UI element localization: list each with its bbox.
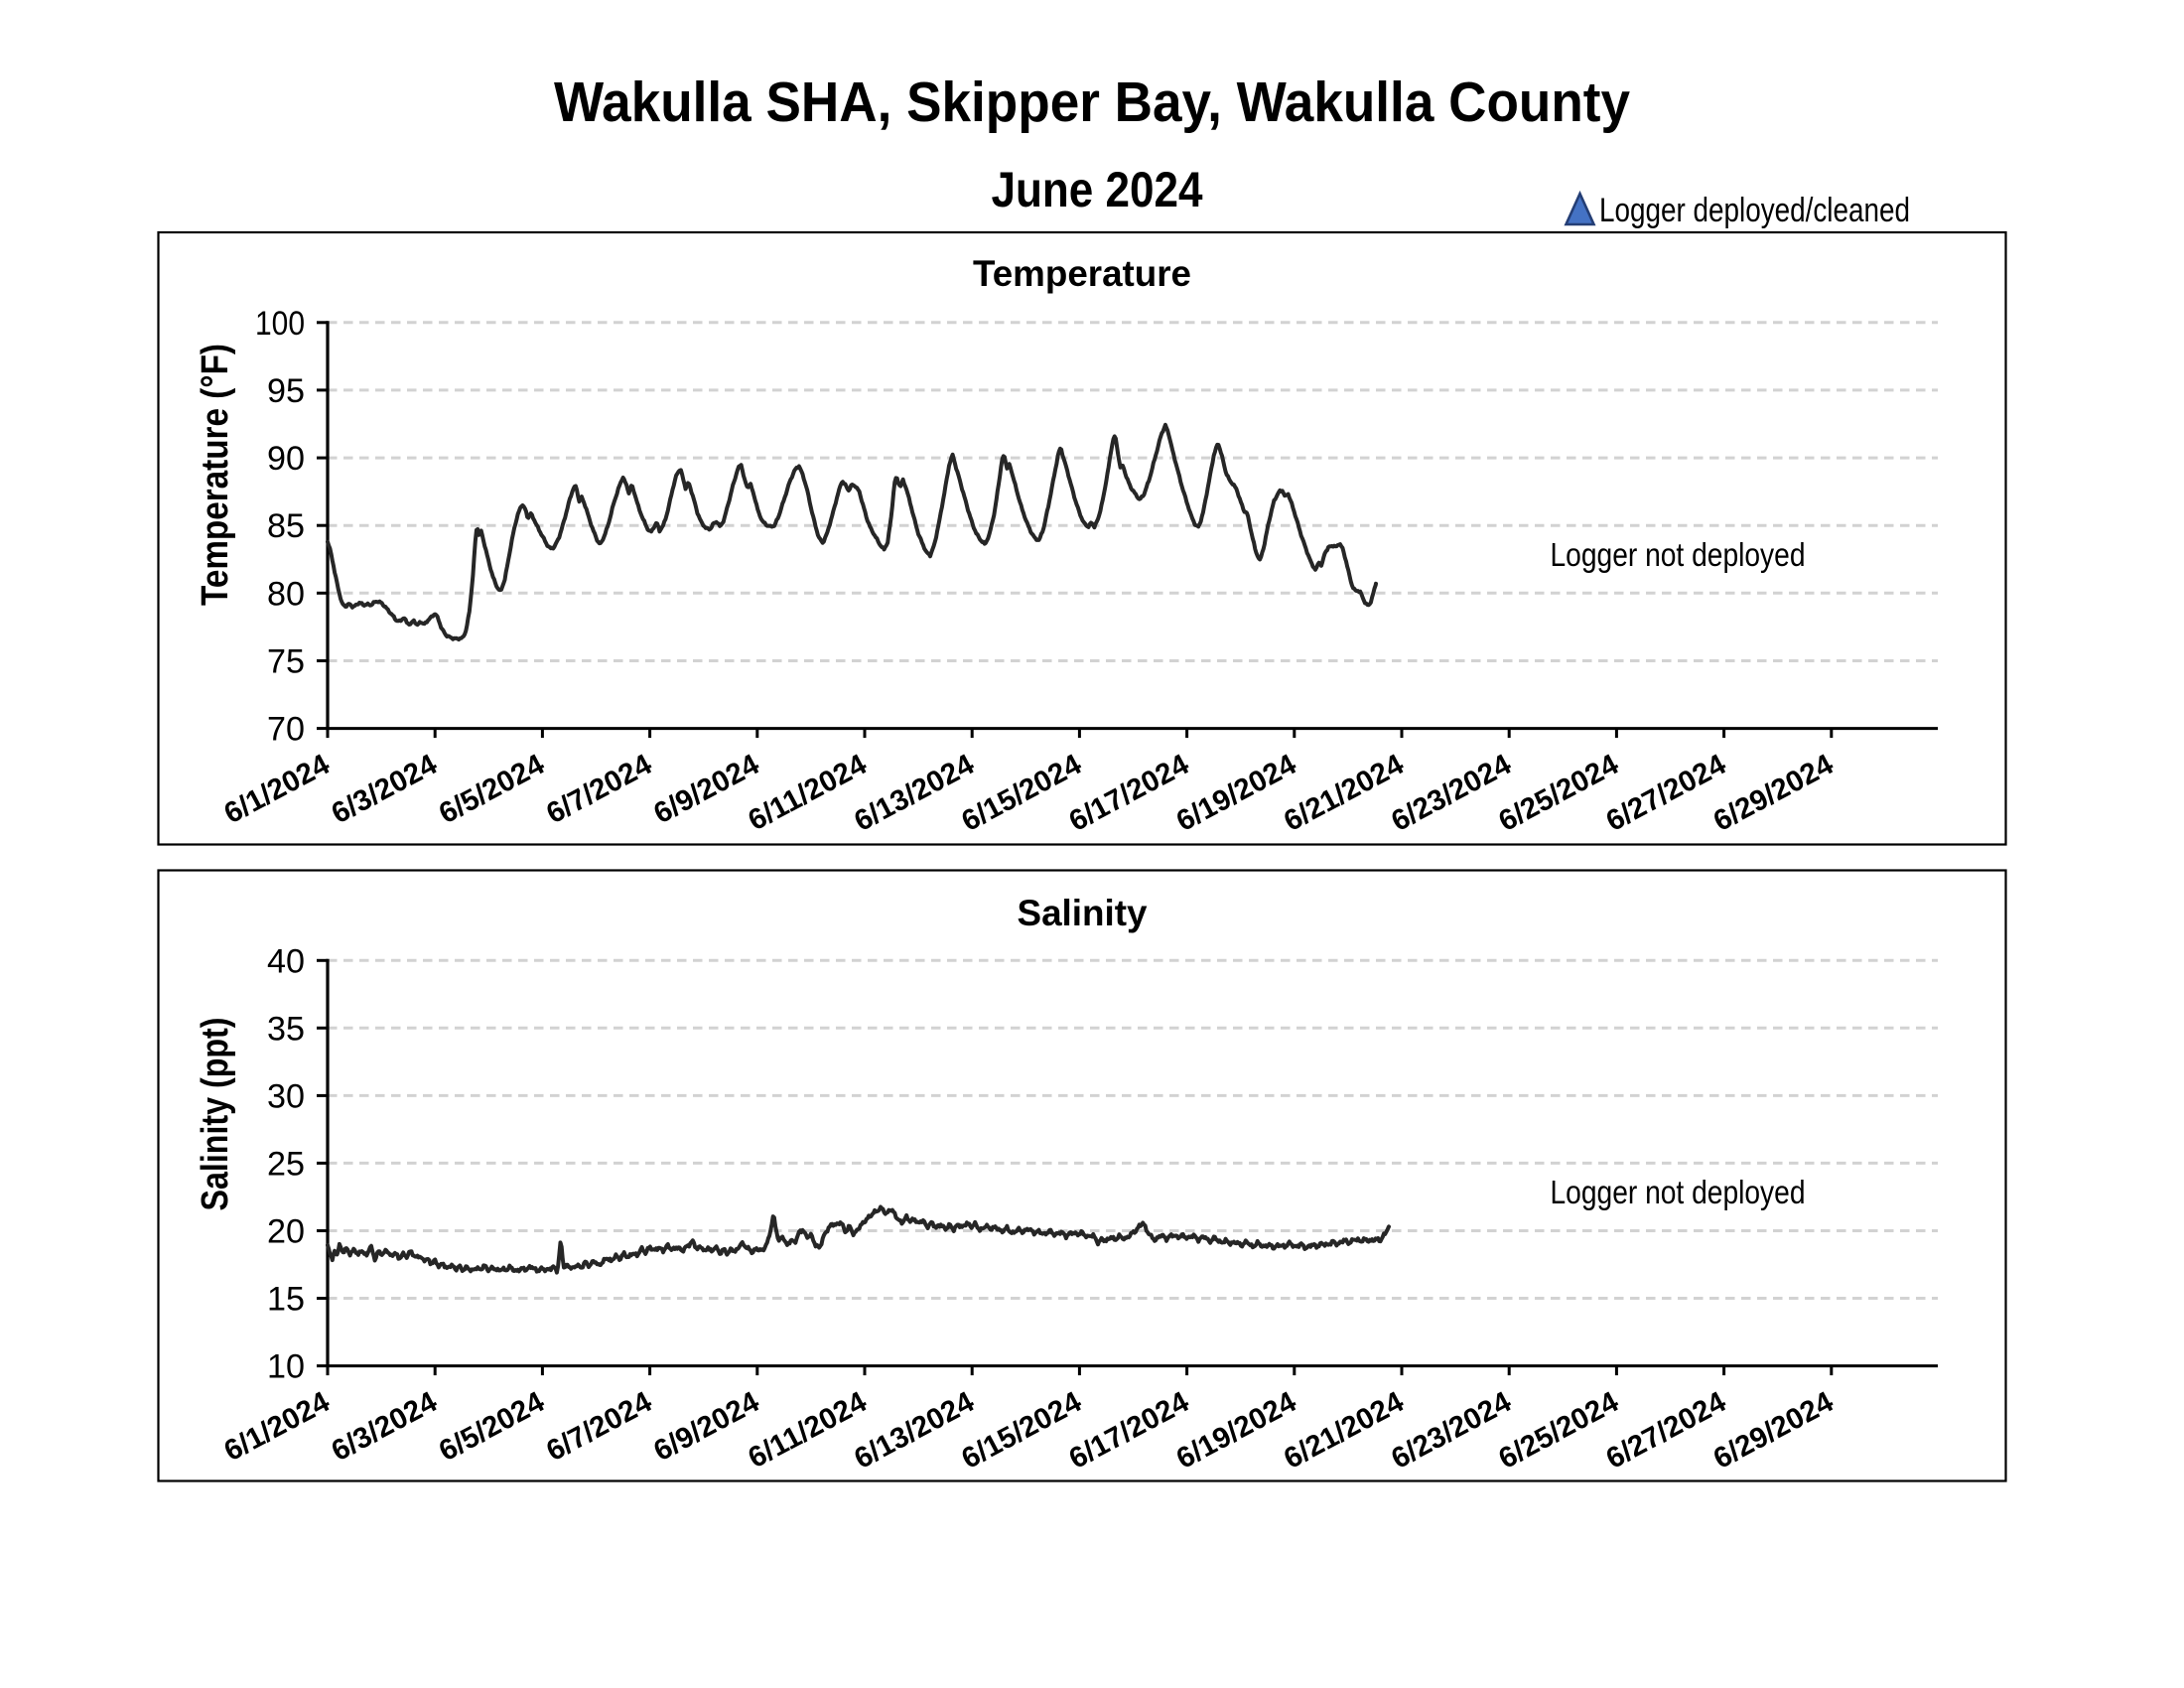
svg-text:90: 90	[267, 440, 305, 478]
svg-text:30: 30	[267, 1077, 305, 1115]
svg-text:85: 85	[267, 507, 305, 545]
svg-text:25: 25	[267, 1145, 305, 1183]
svg-text:Logger deployed/cleaned: Logger deployed/cleaned	[1599, 192, 1910, 229]
svg-text:35: 35	[267, 1010, 305, 1048]
svg-text:Logger not deployed: Logger not deployed	[1551, 536, 1806, 573]
svg-text:75: 75	[267, 643, 305, 681]
svg-text:70: 70	[267, 711, 305, 749]
svg-text:40: 40	[267, 942, 305, 980]
svg-text:20: 20	[267, 1213, 305, 1251]
svg-text:Logger not deployed: Logger not deployed	[1551, 1174, 1806, 1210]
svg-text:Temperature (°F): Temperature (°F)	[195, 344, 236, 606]
svg-text:Temperature: Temperature	[973, 253, 1191, 294]
svg-text:80: 80	[267, 575, 305, 613]
svg-text:Salinity: Salinity	[1018, 893, 1148, 933]
svg-text:95: 95	[267, 372, 305, 410]
svg-text:100: 100	[255, 305, 305, 343]
svg-text:Salinity (ppt): Salinity (ppt)	[195, 1018, 236, 1211]
svg-text:15: 15	[267, 1281, 305, 1319]
svg-text:Wakulla SHA, Skipper Bay, Waku: Wakulla SHA, Skipper Bay, Wakulla County	[554, 70, 1630, 134]
svg-text:June 2024: June 2024	[992, 162, 1203, 217]
svg-text:10: 10	[267, 1348, 305, 1386]
